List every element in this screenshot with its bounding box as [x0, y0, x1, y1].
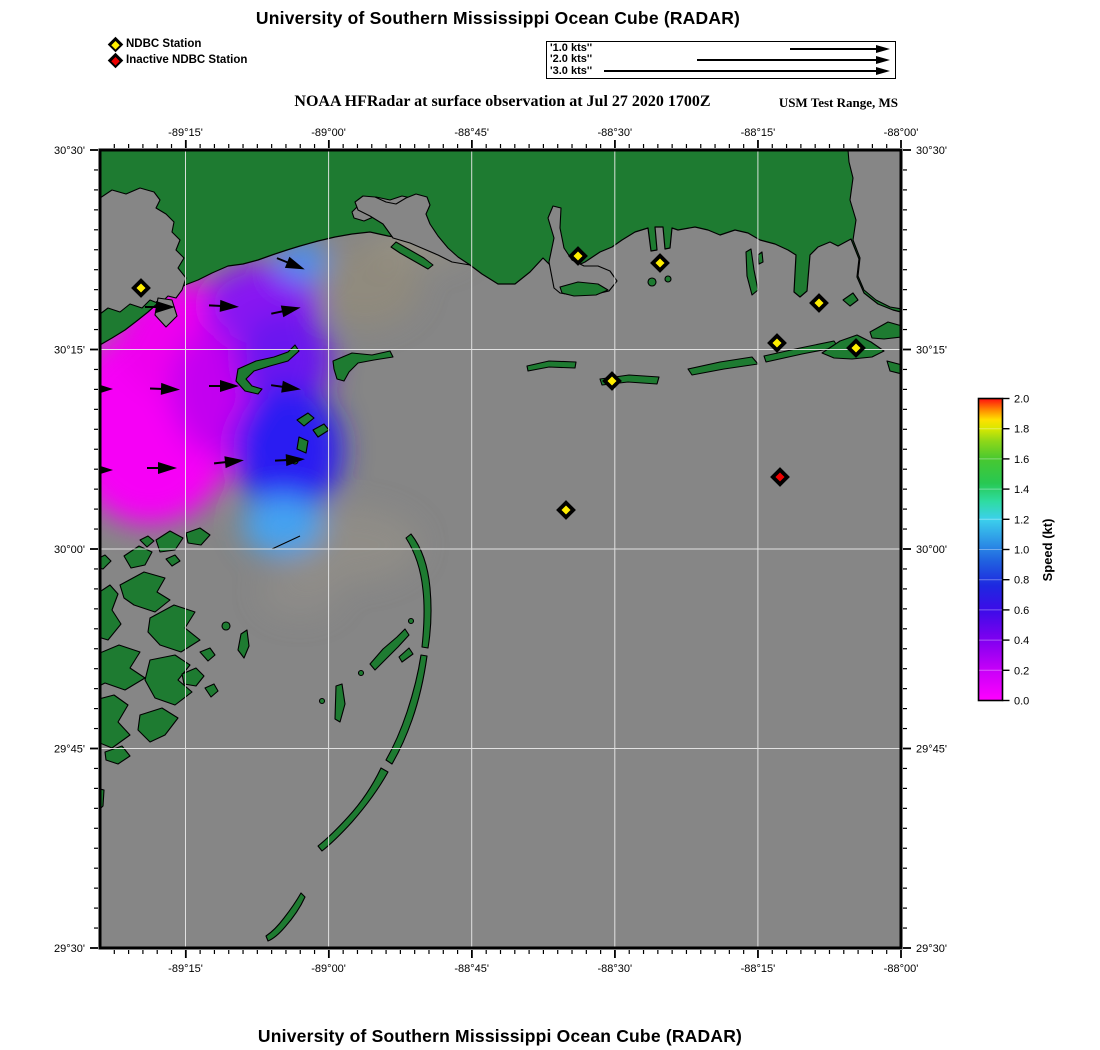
chandeleur-mid — [385, 654, 428, 765]
scale-row: '1.0 kts'' — [550, 43, 892, 54]
lon-axis-label-top: -89°00' — [311, 127, 346, 139]
colorbar-tick-label: 1.6 — [1014, 454, 1029, 466]
lat-axis-label-right: 30°15' — [916, 345, 947, 357]
colorbar-tick-label: 1.8 — [1014, 424, 1029, 436]
islands-and-marsh — [100, 241, 901, 942]
current-vector-arrow — [271, 305, 301, 318]
lon-axis-label-bottom: -88°00' — [884, 963, 919, 975]
chandeleur-tip-island — [265, 892, 306, 942]
lon-axis-label-bottom: -88°45' — [454, 963, 489, 975]
axis-ticks — [90, 140, 911, 958]
scale-label: '3.0 kts'' — [550, 64, 593, 77]
speed-colorbar: 0.0 0.2 0.4 0.6 0.8 1.0 1.2 1.4 1.6 1.8 2.0 Speed … — [977, 394, 1055, 708]
lon-axis-label-top: -88°30' — [597, 127, 632, 139]
current-vector-arrow — [208, 299, 239, 312]
map-frame — [98, 148, 903, 950]
colorbar-tick-label: 1.0 — [1014, 545, 1029, 557]
lat-axis-label-right: 29°45' — [916, 744, 947, 756]
colorbar-tick-label: 0.2 — [1014, 665, 1029, 677]
lat-axis-label-left: 29°30' — [54, 943, 85, 955]
lon-axis-label-bottom: -88°15' — [741, 963, 776, 975]
colorbar-tick-label: 0.0 — [1014, 696, 1029, 708]
plot-subtitle: NOAA HFRadar at surface observation at J… — [294, 93, 711, 110]
lat-axis-label-right: 30°30' — [916, 145, 947, 157]
current-vector-arrow — [145, 301, 175, 313]
isle-au-pitre — [235, 344, 300, 395]
lat-axis-label-right: 29°30' — [916, 943, 947, 955]
ship-island-west — [526, 360, 577, 372]
velocity-scale-box: '1.0 kts'' '2.0 kts'' '3.0 kts'' — [546, 41, 896, 79]
station-legend: NDBC Station Inactive NDBC Station — [107, 36, 248, 68]
lon-axis-label-top: -89°15' — [168, 127, 203, 139]
scale-arrow-2kt — [697, 55, 890, 64]
lake-borgne — [100, 187, 187, 315]
colorbar-gradient — [977, 397, 1004, 702]
current-vector-arrow — [270, 380, 301, 393]
cat-island — [332, 350, 394, 382]
footer-title: University of Southern Mississippi Ocean… — [257, 1026, 743, 1046]
current-vector-arrow — [209, 380, 239, 392]
colorbar-tick-label: 1.4 — [1014, 484, 1029, 496]
lon-axis-label-bottom: -88°30' — [597, 963, 632, 975]
lon-axis-label-bottom: -89°15' — [168, 963, 203, 975]
range-label: USM Test Range, MS — [778, 95, 898, 110]
bays-and-lakes — [100, 150, 901, 328]
bay-spit — [390, 241, 434, 270]
legend-item-inactive-ndbc: Inactive NDBC Station — [107, 52, 248, 68]
colorbar-tick-labels: 0.0 0.2 0.4 0.6 0.8 1.0 1.2 1.4 1.6 1.8 2.0 — [1014, 394, 1029, 708]
current-vector-arrow — [274, 454, 305, 467]
scale-label: '1.0 kts'' — [550, 42, 593, 55]
colorbar-ticks — [979, 397, 1010, 702]
current-vectors — [100, 256, 305, 475]
colorbar-tick-label: 0.6 — [1014, 605, 1029, 617]
lon-axis-label-top: -88°00' — [884, 127, 919, 139]
legend-item-ndbc: NDBC Station — [107, 36, 247, 52]
chandeleur-north — [405, 533, 432, 649]
lat-axis-label-left: 30°30' — [54, 145, 85, 157]
arrow-head-icon — [876, 44, 890, 53]
current-vector-arrow — [100, 384, 113, 394]
scale-label: '2.0 kts'' — [550, 53, 593, 66]
land-mainland — [100, 150, 901, 346]
colorbar-title: Speed (kt) — [1040, 519, 1055, 582]
colorbar-tick-label: 2.0 — [1014, 394, 1029, 406]
chandeleur-south — [317, 767, 389, 852]
colorbar-tick-label: 0.4 — [1014, 635, 1029, 647]
lon-axis-label-bottom: -89°00' — [311, 963, 346, 975]
current-vector-arrow — [100, 465, 113, 475]
lat-axis-label-left: 30°00' — [54, 544, 85, 556]
scale-arrow-1kt — [790, 44, 890, 53]
lat-axis-label-left: 29°45' — [54, 744, 85, 756]
deer-island — [559, 281, 609, 297]
lat-axis-label-left: 30°15' — [54, 345, 85, 357]
ndbc-station-marker — [131, 278, 151, 298]
graticule-gridlines — [100, 150, 901, 948]
colorbar-tick-label: 0.8 — [1014, 575, 1029, 587]
current-vector-arrow — [213, 456, 244, 469]
track-line — [271, 535, 301, 550]
current-vector-arrow — [149, 382, 180, 395]
scale-row: '3.0 kts'' — [550, 64, 892, 77]
axis-labels: -89°15' -89°15' -89°00' -89°00' -88°45' -88°4… — [54, 127, 947, 975]
current-vector-arrow — [147, 462, 177, 474]
lat-axis-label-right: 30°00' — [916, 544, 947, 556]
current-vector-arrow — [276, 256, 305, 270]
legend-label: Inactive NDBC Station — [126, 54, 248, 66]
legend-label: NDBC Station — [126, 38, 202, 50]
arrow-head-icon — [876, 55, 890, 64]
arrow-head-icon — [876, 67, 890, 76]
scale-arrow-3kt — [604, 67, 890, 76]
lon-axis-label-top: -88°15' — [741, 127, 776, 139]
lon-axis-label-top: -88°45' — [454, 127, 489, 139]
page-title: University of Southern Mississippi Ocean… — [255, 8, 741, 28]
scale-row: '2.0 kts'' — [550, 54, 892, 65]
bay-st-louis — [354, 193, 471, 266]
colorbar-tick-label: 1.2 — [1014, 514, 1029, 526]
